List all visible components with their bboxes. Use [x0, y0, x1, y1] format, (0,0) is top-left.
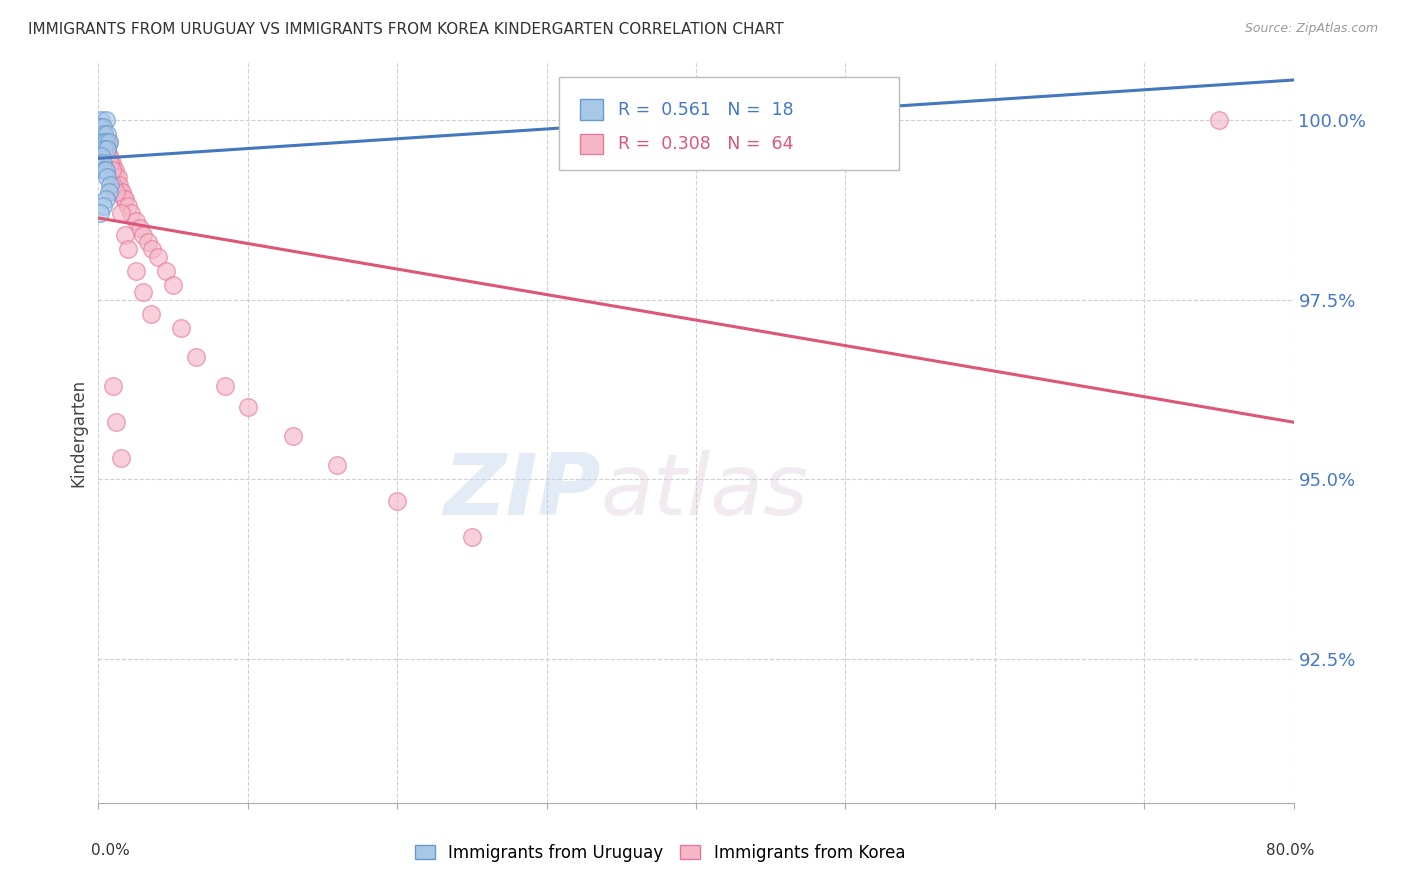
- Y-axis label: Kindergarten: Kindergarten: [69, 378, 87, 487]
- Point: [97, 149, 120, 163]
- Text: IMMIGRANTS FROM URUGUAY VS IMMIGRANTS FROM KOREA KINDERGARTEN CORRELATION CHART: IMMIGRANTS FROM URUGUAY VS IMMIGRANTS FR…: [28, 22, 785, 37]
- Point: [93, 128, 115, 142]
- Point: [105, 170, 128, 185]
- Point: [1208, 112, 1230, 127]
- Point: [91, 199, 114, 213]
- Point: [98, 156, 122, 170]
- Text: Source: ZipAtlas.com: Source: ZipAtlas.com: [1244, 22, 1378, 36]
- Point: [91, 128, 114, 142]
- Point: [281, 429, 304, 443]
- Point: [117, 199, 139, 213]
- Point: [101, 156, 124, 170]
- Point: [655, 112, 678, 127]
- Text: atlas: atlas: [600, 450, 808, 533]
- Point: [89, 120, 111, 135]
- Point: [98, 156, 122, 170]
- Point: [129, 220, 152, 235]
- Point: [91, 142, 114, 156]
- Point: [685, 112, 707, 127]
- Point: [96, 128, 118, 142]
- FancyBboxPatch shape: [558, 78, 900, 169]
- Point: [93, 163, 115, 178]
- Point: [94, 192, 117, 206]
- Point: [97, 135, 120, 149]
- Point: [214, 379, 236, 393]
- Point: [139, 307, 162, 321]
- Point: [104, 163, 127, 178]
- Point: [110, 450, 132, 465]
- Text: ZIP: ZIP: [443, 450, 600, 533]
- Point: [326, 458, 349, 472]
- Point: [94, 142, 117, 156]
- Point: [114, 192, 136, 206]
- Point: [94, 112, 117, 127]
- Point: [162, 278, 184, 293]
- Point: [98, 178, 122, 192]
- Point: [103, 178, 125, 192]
- Point: [155, 264, 177, 278]
- Point: [120, 206, 142, 220]
- Point: [125, 264, 148, 278]
- Point: [96, 149, 118, 163]
- Point: [114, 227, 136, 242]
- Point: [90, 112, 112, 127]
- Point: [105, 185, 128, 199]
- Point: [90, 120, 112, 135]
- Point: [107, 170, 129, 185]
- Point: [132, 227, 155, 242]
- Point: [117, 243, 139, 257]
- Point: [184, 350, 207, 364]
- FancyBboxPatch shape: [581, 99, 603, 120]
- Point: [97, 135, 120, 149]
- Point: [111, 185, 134, 199]
- Point: [91, 156, 114, 170]
- Point: [141, 243, 163, 257]
- Point: [110, 206, 132, 220]
- Point: [112, 192, 135, 206]
- Point: [97, 149, 120, 163]
- Point: [148, 250, 170, 264]
- Text: R =  0.308   N =  64: R = 0.308 N = 64: [617, 135, 793, 153]
- Point: [94, 135, 117, 149]
- Point: [385, 494, 409, 508]
- Point: [89, 120, 111, 135]
- Point: [96, 135, 118, 149]
- Legend: Immigrants from Uruguay, Immigrants from Korea: Immigrants from Uruguay, Immigrants from…: [409, 838, 911, 869]
- Point: [91, 128, 114, 142]
- Text: 0.0%: 0.0%: [91, 843, 131, 858]
- Point: [91, 120, 114, 135]
- Point: [96, 142, 118, 156]
- Point: [90, 120, 112, 135]
- Point: [461, 530, 484, 544]
- Point: [169, 321, 191, 335]
- Point: [90, 149, 112, 163]
- Point: [93, 128, 115, 142]
- Point: [93, 128, 115, 142]
- Point: [105, 415, 128, 429]
- Text: 80.0%: 80.0%: [1267, 843, 1315, 858]
- Point: [94, 163, 117, 178]
- Point: [96, 142, 118, 156]
- Point: [103, 379, 125, 393]
- Point: [94, 135, 117, 149]
- Point: [136, 235, 159, 249]
- Point: [125, 213, 148, 227]
- FancyBboxPatch shape: [581, 134, 603, 154]
- Point: [91, 135, 114, 149]
- Point: [103, 163, 125, 178]
- Point: [96, 170, 118, 185]
- Point: [89, 206, 111, 220]
- Text: R =  0.561   N =  18: R = 0.561 N = 18: [617, 101, 793, 119]
- Point: [101, 163, 124, 178]
- Point: [236, 401, 259, 415]
- Point: [93, 142, 115, 156]
- Point: [93, 135, 115, 149]
- Point: [132, 285, 155, 300]
- Point: [94, 135, 117, 149]
- Point: [108, 178, 131, 192]
- Point: [97, 185, 120, 199]
- Point: [110, 185, 132, 199]
- Point: [93, 142, 115, 156]
